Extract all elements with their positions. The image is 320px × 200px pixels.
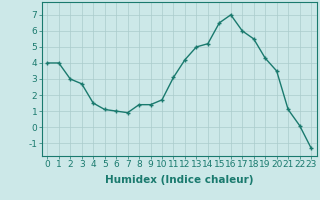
X-axis label: Humidex (Indice chaleur): Humidex (Indice chaleur) bbox=[105, 175, 253, 185]
